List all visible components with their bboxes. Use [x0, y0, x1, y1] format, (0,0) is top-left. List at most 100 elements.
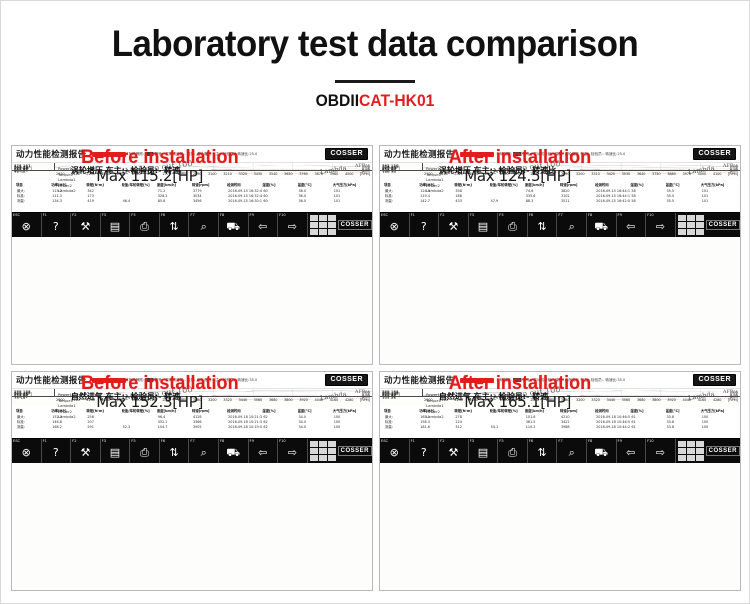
fkey-print[interactable]: F5 ⎙	[130, 213, 160, 237]
fkey-previous[interactable]: F9 ⇦	[617, 439, 647, 463]
table-cell: 47.9	[490, 198, 499, 203]
y-axis-tick: 306 84	[14, 165, 29, 170]
x-axis-tick: 3870	[314, 172, 323, 176]
table-cell: 104.7	[157, 424, 168, 429]
x-axis-tick: 2100	[424, 172, 433, 176]
table-cell: 278	[455, 414, 462, 419]
y-axis-tick: 90 30	[14, 169, 26, 174]
x-axis-tick: 3920	[299, 398, 308, 402]
fkey-help[interactable]: F1?	[410, 439, 440, 463]
table-header: 转矩[N·m]	[454, 409, 472, 413]
x-axis-tick: 3980	[329, 172, 339, 176]
fkey-settings[interactable]: F2 ⚒	[439, 213, 469, 237]
fkey-zoom[interactable]: F7 ⌕	[189, 213, 219, 237]
fkey-zoom[interactable]: F7 ⌕	[557, 439, 587, 463]
fkey-settings[interactable]: F2 ⚒	[439, 439, 469, 463]
header: Laboratory test data comparison OBDIICAT…	[1, 1, 749, 111]
fkey-print[interactable]: F5 ⎙	[130, 439, 160, 463]
help-icon: ?	[420, 220, 427, 233]
fkey-exit[interactable]: ESC ⊗	[12, 213, 42, 237]
previous-icon: ⇦	[626, 220, 636, 233]
x-axis-tick: 3320	[223, 398, 232, 402]
fkey-print[interactable]: F5 ⎙	[498, 439, 528, 463]
fkey-exit[interactable]: ESC ⊗	[12, 439, 42, 463]
fkey-label: F8	[219, 439, 225, 443]
chart-legend: Power1 Torque1 Lambda1 Power2 Lambda2	[426, 392, 444, 420]
fkey-help[interactable]: F1?	[42, 213, 72, 237]
numeric-keypad[interactable]	[675, 213, 706, 237]
fkey-document[interactable]: F3 ▤	[101, 439, 131, 463]
fkey-vehicle[interactable]: F8 ⛟	[587, 213, 617, 237]
dyno-curves	[423, 389, 740, 396]
table-cell: 101.8	[525, 414, 536, 419]
fkey-exit[interactable]: ESC ⊗	[380, 439, 410, 463]
meta-text: 车辆牌照: ███ 型号:- 发动机号码:- 增压: 自然进气 车主:- 检验员…	[128, 377, 258, 382]
measurement-table: 项目 功率[HP] 转矩[N·m] 轮胎/车轮转矩[%] 速度[km/h] 转速[rpm]…	[380, 406, 740, 438]
fkey-zoom[interactable]: F7 ⌕	[557, 213, 587, 237]
table-header: 转矩[N·m]	[454, 183, 472, 187]
fkey-next[interactable]: F10 ⇨	[646, 213, 676, 237]
fkey-adjust[interactable]: F6 ⇅	[528, 439, 558, 463]
table-header: 检测时间	[227, 409, 241, 413]
fkey-label: F7	[558, 213, 563, 217]
table-cell: 标准:	[17, 420, 25, 424]
table-cell: 3988	[560, 424, 570, 429]
fkey-settings[interactable]: F2 ⚒	[71, 439, 101, 463]
fkey-print[interactable]: F5 ⎙	[498, 213, 528, 237]
fkey-label: F1	[410, 439, 415, 443]
fkey-help[interactable]: F1?	[410, 213, 440, 237]
table-cell: 2016-09-15 16:32:49	[228, 193, 263, 198]
fkey-document[interactable]: F3 ▤	[469, 439, 499, 463]
table-header: 转速[rpm]	[559, 183, 578, 187]
fkey-next[interactable]: F10 ⇨	[278, 213, 308, 237]
table-cell: 101	[701, 193, 709, 198]
table-cell: 101	[701, 188, 709, 193]
fkey-exit[interactable]: ESC ⊗	[380, 213, 410, 237]
fkey-adjust[interactable]: F6 ⇅	[160, 213, 190, 237]
table-cell: 2016-09-18 10:21:33	[228, 419, 263, 424]
table-cell: 33.8	[666, 424, 675, 429]
chart-area: [N·m][HP] 392 120 364 110 336 100 308 90 280 …	[380, 147, 740, 193]
report-header: 动力性能检测报告 车辆牌照: ███ 型号:- 发动机号码:- 增压: 自然进气 …	[380, 372, 740, 389]
table-cell: 358	[455, 188, 462, 193]
fkey-document[interactable]: F3 ▤	[101, 213, 131, 237]
numeric-keypad[interactable]	[307, 213, 338, 237]
toolbar-logo-text: COSSER	[337, 220, 372, 230]
lambda-axis-tick: 1.00	[361, 391, 370, 396]
legend-entry: Power1	[426, 392, 440, 397]
fkey-previous[interactable]: F9 ⇦	[249, 213, 279, 237]
fkey-vehicle[interactable]: F8 ⛟	[219, 213, 249, 237]
fkey-adjust[interactable]: F6 ⇅	[160, 439, 190, 463]
meta-text: 车辆牌照: ███ 型号:- 发动机号码:- 增压: 涡轮增压 车主:- 检验员…	[128, 151, 258, 156]
table-header: 项目	[16, 409, 23, 413]
table-header: 功率[HP]	[419, 183, 435, 187]
report-header: 动力性能检测报告 车辆牌照: ███ 型号:- 发动机号码:- 增压: 涡轮增压 …	[380, 146, 740, 163]
document-icon: ▤	[477, 220, 489, 233]
table-cell: 111.3	[52, 193, 62, 198]
fkey-label: F3	[469, 213, 475, 217]
table-header: 检测时间	[227, 183, 241, 187]
fkey-vehicle[interactable]: F8 ⛟	[587, 439, 617, 463]
x-axis-tick: 4000	[697, 172, 707, 176]
y-axis-tick: 225 112	[14, 391, 31, 396]
fkey-previous[interactable]: F9 ⇦	[617, 213, 647, 237]
cosser-logo: COSSER	[325, 148, 368, 160]
numeric-keypad[interactable]	[307, 439, 338, 463]
fkey-document[interactable]: F3 ▤	[469, 213, 499, 237]
table-cell: 146.8	[52, 419, 62, 424]
fkey-settings[interactable]: F2 ⚒	[71, 213, 101, 237]
y-axis-unit: [N·m][HP]	[382, 166, 400, 170]
legend-entry: Lambda1	[58, 403, 76, 408]
fkey-zoom[interactable]: F7 ⌕	[189, 439, 219, 463]
fkey-next[interactable]: F10 ⇨	[278, 439, 308, 463]
fkey-vehicle[interactable]: F8 ⛟	[219, 439, 249, 463]
fkey-adjust[interactable]: F6 ⇅	[528, 213, 558, 237]
plate-redaction	[460, 377, 495, 383]
fkey-help[interactable]: F1?	[42, 439, 72, 463]
table-row: 最大: 115.2 342 71.2 3779 2016-09-15 16:32:49 60…	[16, 188, 368, 194]
fkey-previous[interactable]: F9 ⇦	[249, 439, 279, 463]
legend-entry: Lambda2	[58, 414, 76, 419]
fkey-next[interactable]: F10 ⇨	[646, 439, 676, 463]
installation-status-label: Before installation	[81, 146, 239, 168]
numeric-keypad[interactable]	[675, 439, 706, 463]
